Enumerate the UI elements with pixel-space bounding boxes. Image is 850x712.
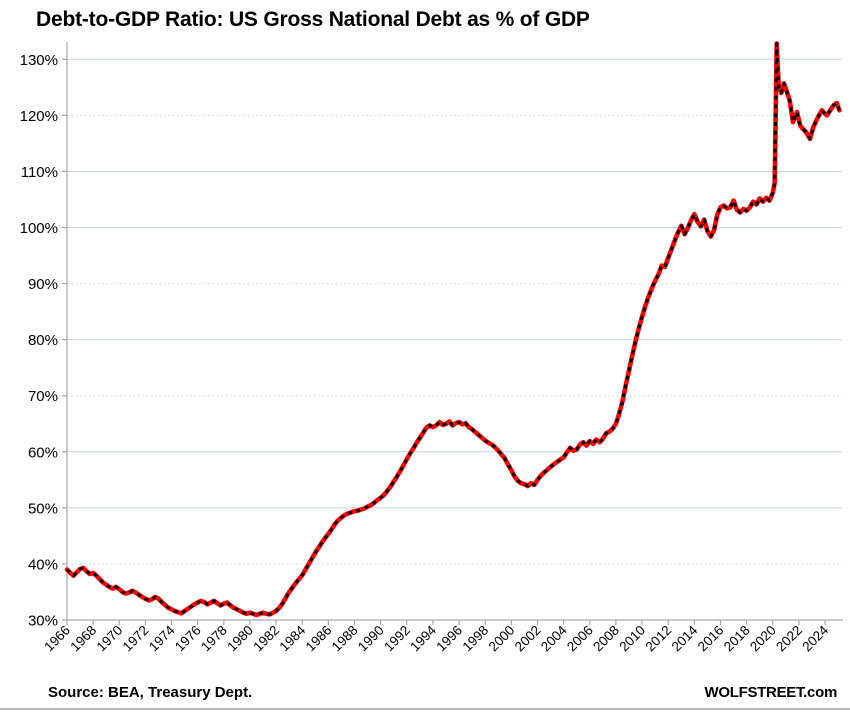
x-tick-label: 2010 xyxy=(616,623,648,655)
x-tick-label: 2000 xyxy=(486,623,518,655)
x-tick-label: 1968 xyxy=(67,623,99,655)
chart-title: Debt-to-GDP Ratio: US Gross National Deb… xyxy=(36,8,590,31)
source-note: Source: BEA, Treasury Dept. xyxy=(48,684,253,701)
x-tick-label: 2004 xyxy=(538,622,570,654)
brand-wolfstreet: WOLFSTREET.com xyxy=(704,684,838,701)
x-tick-label: 1976 xyxy=(172,623,204,655)
x-tick-label: 1982 xyxy=(250,623,282,655)
x-tick-label: 2002 xyxy=(512,623,544,655)
x-tick-label: 1990 xyxy=(355,623,387,655)
x-tick-label: 2020 xyxy=(747,623,779,655)
x-tick-label: 1986 xyxy=(303,623,335,655)
y-tick-label: 130% xyxy=(20,52,58,69)
x-tick-label: 1978 xyxy=(198,623,230,655)
y-tick-label: 60% xyxy=(28,444,58,461)
y-tick-label: 50% xyxy=(28,500,58,517)
y-tick-label: 90% xyxy=(28,276,58,293)
x-tick-label: 2024 xyxy=(799,622,831,654)
bottom-divider xyxy=(0,708,850,710)
y-tick-label: 40% xyxy=(28,556,58,573)
debt-line-black-dashes xyxy=(65,42,841,617)
x-tick-label: 2016 xyxy=(695,623,727,655)
y-tick-label: 70% xyxy=(28,388,58,405)
y-tick-label: 110% xyxy=(21,164,58,181)
y-tick-label: 30% xyxy=(28,613,58,630)
x-tick-label: 1998 xyxy=(460,623,492,655)
y-tick-label: 100% xyxy=(20,220,58,237)
debt-line-red xyxy=(64,41,842,618)
x-tick-label: 1970 xyxy=(94,623,126,655)
x-tick-label: 1974 xyxy=(146,622,178,654)
y-tick-label: 120% xyxy=(20,108,58,125)
x-tick-label: 2008 xyxy=(590,623,622,655)
x-tick-label: 2022 xyxy=(773,623,805,655)
x-tick-label: 1984 xyxy=(277,622,309,654)
x-tick-label: 2006 xyxy=(564,623,596,655)
x-tick-label: 1980 xyxy=(224,623,256,655)
x-tick-label: 1988 xyxy=(329,623,361,655)
x-tick-label: 2012 xyxy=(642,623,674,655)
x-tick-label: 1972 xyxy=(120,623,152,655)
x-tick-label: 2018 xyxy=(721,623,753,655)
x-tick-label: 1994 xyxy=(407,622,439,654)
y-tick-label: 80% xyxy=(28,332,58,349)
x-tick-label: 1996 xyxy=(433,623,465,655)
x-tick-label: 1992 xyxy=(381,623,413,655)
x-tick-label: 2014 xyxy=(669,622,701,654)
